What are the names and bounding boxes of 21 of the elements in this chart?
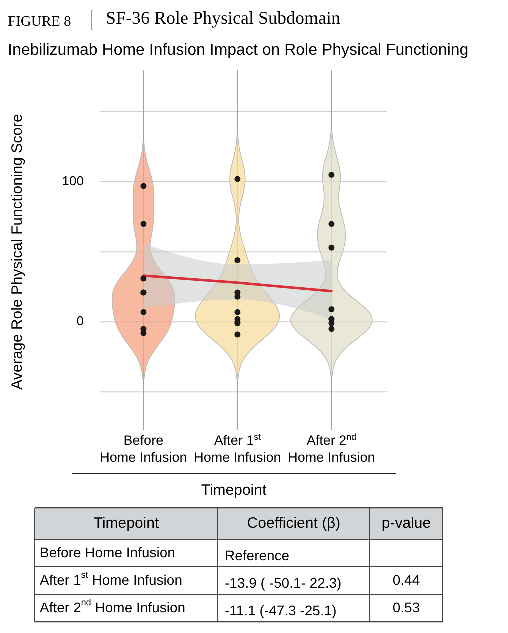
text: -13.9 ( -50.1- 22.3) bbox=[225, 574, 342, 591]
text: -11.1 (-47.3 -25.1) bbox=[225, 602, 337, 618]
text: Reference bbox=[225, 547, 290, 564]
text: After 2$^{nd}$ Home Infusion bbox=[40, 598, 186, 616]
text: Timepoint bbox=[94, 514, 160, 532]
x-tick-label: After 1$^{st}$ Home Infusion bbox=[194, 432, 282, 465]
text: Before Home Infusion bbox=[40, 544, 176, 560]
text: 0.44 bbox=[392, 572, 420, 588]
y-axis-title: Average Role Physical Functioning Score bbox=[9, 114, 26, 390]
chart-subtitle: Inebilizumab Home Infusion Impact on Role Physical Functioning bbox=[8, 42, 469, 59]
text: 0.53 bbox=[392, 599, 420, 616]
text: p-value bbox=[382, 514, 432, 532]
text: Coefficient (β) bbox=[247, 514, 341, 532]
x-tick-label: Before Home Infusion bbox=[100, 433, 188, 465]
x-axis-title: Timepoint bbox=[201, 482, 268, 499]
chart-title: SF-36 Role Physical Subdomain bbox=[106, 8, 341, 28]
caption: FIGURE 8 bbox=[8, 14, 72, 30]
x-tick-label: After 2$^{nd}$ Home Infusion bbox=[288, 432, 376, 465]
text: After 1$^{st}$ Home Infusion bbox=[40, 570, 182, 588]
y-tick-label: 100 bbox=[62, 174, 84, 188]
y-tick-label: 0 bbox=[76, 314, 84, 329]
